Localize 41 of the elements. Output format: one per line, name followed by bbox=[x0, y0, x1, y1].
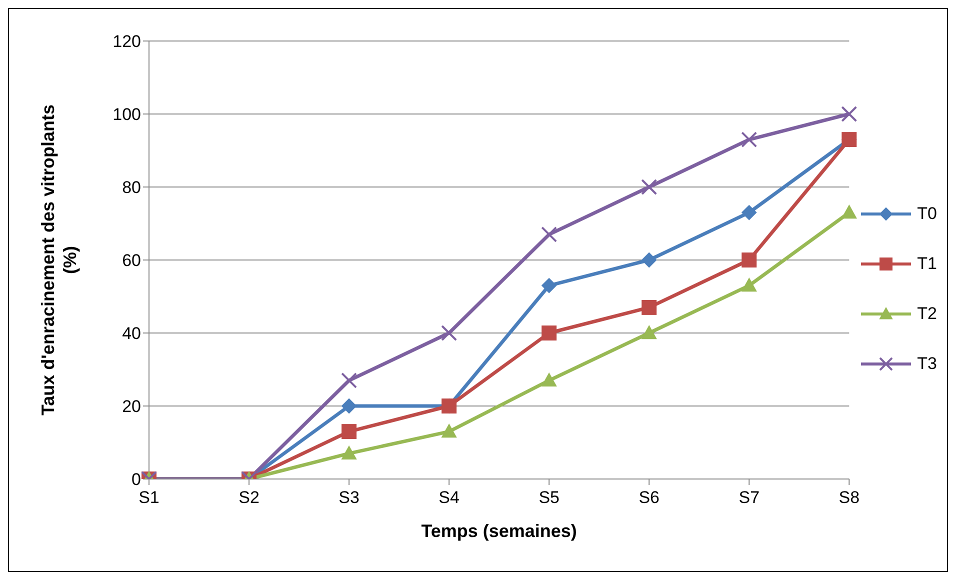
point bbox=[842, 205, 857, 219]
y-tick-label: 100 bbox=[112, 105, 141, 124]
x-tick-label: S3 bbox=[338, 488, 360, 508]
point bbox=[742, 205, 757, 220]
point bbox=[542, 372, 557, 387]
x-tick-label: S5 bbox=[538, 488, 560, 508]
point bbox=[342, 446, 357, 460]
point bbox=[442, 424, 457, 438]
point bbox=[542, 326, 557, 340]
x-axis-title: Temps (semaines) bbox=[421, 521, 577, 541]
x-tick-label: S6 bbox=[638, 488, 660, 508]
point bbox=[742, 252, 757, 268]
point bbox=[342, 424, 357, 440]
point bbox=[441, 325, 458, 341]
y-tick-label: 120 bbox=[112, 32, 141, 52]
point bbox=[642, 326, 657, 340]
point bbox=[641, 179, 658, 195]
point bbox=[741, 132, 758, 148]
legend-label: T0 bbox=[917, 204, 937, 224]
x-tick-label: S2 bbox=[238, 488, 260, 508]
point bbox=[742, 278, 757, 292]
y-tick-label: 0 bbox=[132, 470, 141, 490]
point bbox=[642, 300, 657, 315]
x-tick-label: S7 bbox=[738, 488, 760, 508]
y-axis-title: Taux d'enracinement des vitroplants (%) bbox=[38, 104, 80, 416]
x-tick-label: S4 bbox=[438, 488, 460, 508]
legend-label: T3 bbox=[917, 354, 937, 374]
y-tick-label: 60 bbox=[122, 251, 141, 270]
y-tick-label: 80 bbox=[122, 178, 141, 198]
point bbox=[542, 278, 557, 294]
point bbox=[642, 252, 657, 268]
point bbox=[541, 226, 558, 242]
legend-label: T2 bbox=[917, 304, 937, 324]
y-tick-label: 40 bbox=[122, 324, 141, 344]
point bbox=[841, 106, 858, 122]
x-tick-label: S8 bbox=[838, 488, 860, 508]
point bbox=[342, 398, 357, 414]
legend-label: T1 bbox=[917, 254, 937, 274]
y-tick-label: 20 bbox=[122, 397, 141, 416]
x-tick-label: S1 bbox=[138, 488, 160, 508]
point bbox=[341, 372, 358, 388]
